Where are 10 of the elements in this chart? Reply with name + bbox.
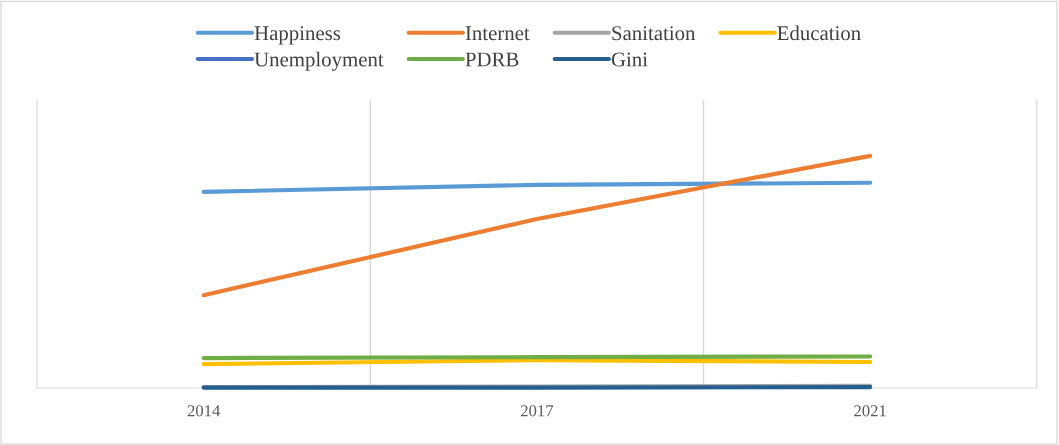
legend-label: Happiness: [254, 26, 341, 45]
x-tick-label: 2014: [187, 405, 221, 417]
x-tick-label: 2021: [854, 405, 886, 417]
legend-label: Education: [777, 25, 861, 41]
x-tick-label: 2017: [520, 405, 554, 417]
legend-label: PDRB: [465, 52, 519, 67]
legend-label: Sanitation: [612, 26, 696, 41]
legend-label: Gini: [611, 52, 648, 67]
legend-label: Unemployment: [254, 51, 384, 71]
legend-label: Internet: [465, 26, 530, 41]
